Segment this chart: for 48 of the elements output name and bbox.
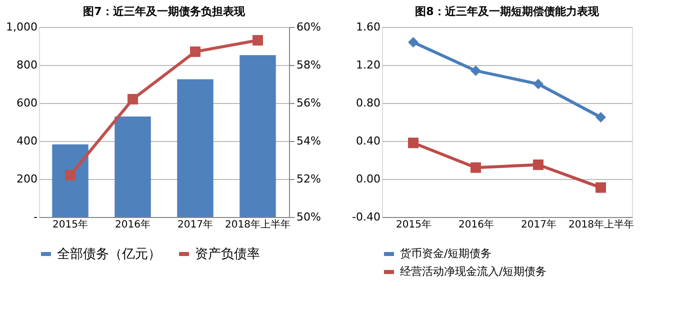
x-tick-label: 2015年 bbox=[396, 218, 432, 230]
y-tick-label: 0.80 bbox=[356, 96, 380, 110]
y-tick-label: 1.60 bbox=[356, 20, 380, 34]
point bbox=[596, 182, 606, 193]
bar bbox=[240, 55, 276, 217]
point bbox=[128, 94, 138, 104]
y-tick-label: 800 bbox=[16, 58, 38, 72]
y-tick-label: 1.20 bbox=[356, 58, 380, 72]
point bbox=[190, 46, 200, 57]
y2-tick-label: 58% bbox=[296, 58, 321, 72]
bar bbox=[52, 144, 88, 217]
y-tick-label: 200 bbox=[16, 172, 38, 186]
x-tick-label: 2018年上半年 bbox=[225, 218, 290, 230]
x-tick-label: 2016年 bbox=[115, 218, 150, 230]
chart-title: 图8：近三年及一期短期偿债能力表现 bbox=[415, 5, 600, 18]
bar bbox=[114, 116, 151, 217]
bar bbox=[177, 79, 214, 217]
point bbox=[252, 35, 263, 46]
y-tick-label: -0.40 bbox=[352, 210, 380, 224]
legend-label: 经营活动净现金流入/短期债务 bbox=[400, 265, 547, 278]
y2-tick-label: 56% bbox=[296, 96, 321, 110]
x-tick-label: 2017年 bbox=[178, 218, 213, 230]
x-tick-label: 2015年 bbox=[52, 218, 88, 230]
y-tick-label: 0.40 bbox=[356, 134, 380, 148]
y2-tick-label: 60% bbox=[296, 20, 321, 34]
x-tick-label: 2016年 bbox=[458, 218, 494, 230]
x-tick-label: 2017年 bbox=[521, 218, 556, 230]
x-tick-label: 2018年上半年 bbox=[568, 218, 634, 230]
legend-label: 全部债务（亿元） bbox=[57, 247, 161, 262]
legend-label: 货币资金/短期债务 bbox=[400, 247, 492, 260]
point bbox=[533, 160, 544, 170]
point bbox=[408, 36, 418, 48]
y2-tick-label: 50% bbox=[296, 210, 321, 224]
legend-label: 资产负债率 bbox=[195, 246, 260, 262]
point bbox=[470, 162, 481, 173]
point bbox=[533, 78, 544, 90]
y2-tick-label: 52% bbox=[296, 172, 321, 186]
point bbox=[470, 65, 481, 76]
y2-tick-label: 54% bbox=[296, 134, 321, 148]
point bbox=[596, 112, 606, 122]
point bbox=[408, 138, 418, 148]
y-tick-label: 600 bbox=[16, 96, 38, 110]
point bbox=[65, 170, 76, 180]
chart-title: 图7：近三年及一期债务负担表现 bbox=[83, 5, 246, 18]
y-tick-label: 1,000 bbox=[6, 20, 38, 34]
y-tick-label: - bbox=[34, 210, 38, 224]
y-tick-label: 400 bbox=[16, 134, 38, 148]
y-tick-label: 0.00 bbox=[356, 172, 380, 186]
